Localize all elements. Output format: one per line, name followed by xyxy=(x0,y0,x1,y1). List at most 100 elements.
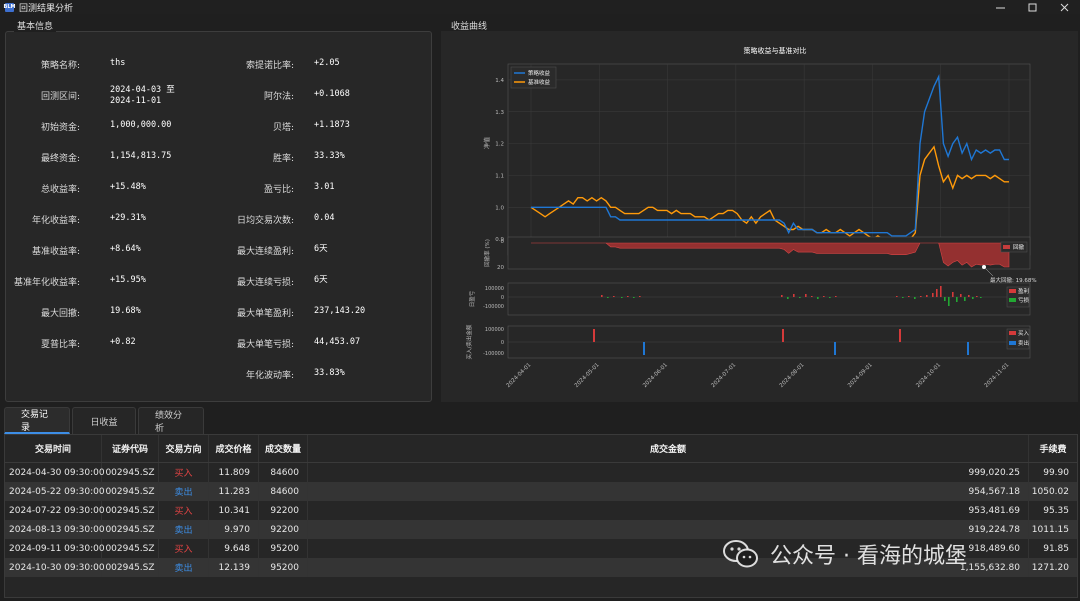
table-cell-amount: 1,155,632.80 xyxy=(308,558,1029,577)
profit-bar xyxy=(940,286,942,297)
table-cell-fee: 1271.20 xyxy=(1031,562,1069,573)
info-label: 回测区间: xyxy=(40,92,80,102)
y-tick-label: 1.0 xyxy=(495,205,504,211)
table-cell-dir: 卖出 xyxy=(159,558,209,577)
table-row[interactable]: 2024-09-11 09:30:00 002945.SZ 买入 9.648 95200… xyxy=(5,539,1077,558)
pnl-legend: 盈利 亏损 xyxy=(1006,286,1030,308)
info-value: +15.95% xyxy=(110,275,146,285)
table-row[interactable]: 2024-05-22 09:30:00 002945.SZ 卖出 11.283 8460… xyxy=(5,482,1077,501)
info-label: 最大单笔亏损: xyxy=(236,340,294,350)
table-cell-time: 2024-07-22 09:30:00 xyxy=(5,501,105,520)
col-code-header[interactable]: 证券代码 xyxy=(102,435,159,462)
col-price-header[interactable]: 成交价格 xyxy=(209,435,259,462)
table-cell-time: 2024-04-30 09:30:00 xyxy=(5,463,105,482)
col-qty-header[interactable]: 成交数量 xyxy=(259,435,308,462)
info-value: 237,143.20 xyxy=(314,306,366,316)
table-cell-price: 9.648 xyxy=(209,539,259,558)
table-header: 交易时间 证券代码 交易方向 成交价格 成交数量 成交金额 手续费 xyxy=(5,435,1077,463)
table-cell-time: 2024-05-22 09:30:00 xyxy=(5,482,105,501)
table-cell-amount: 999,020.25 xyxy=(308,463,1029,482)
info-label: 日均交易次数: xyxy=(236,216,294,226)
col-direction-header[interactable]: 交易方向 xyxy=(159,435,209,462)
close-button[interactable] xyxy=(1048,0,1080,14)
legend-buy: 买入 xyxy=(1018,329,1030,337)
info-label: 最终资金: xyxy=(40,154,80,164)
window-title: 回测结果分析 xyxy=(19,3,74,14)
info-label: 最大连续盈利: xyxy=(236,247,294,257)
table-row[interactable]: 2024-08-13 09:30:00 002945.SZ 卖出 9.970 92200… xyxy=(5,520,1077,539)
trades-table: 交易时间 证券代码 交易方向 成交价格 成交数量 成交金额 手续费 2024-04-30 0… xyxy=(4,434,1078,598)
tab-2[interactable]: 绩效分析 xyxy=(138,407,204,434)
table-cell-fee: 1050.02 xyxy=(1031,486,1069,497)
table-cell-price: 11.809 xyxy=(209,463,259,482)
info-value: +0.1068 xyxy=(314,89,350,99)
info-value-line2: 2024-11-01 xyxy=(110,96,162,106)
col-fee-header[interactable]: 手续费 xyxy=(1039,445,1067,455)
title-bar: BLM 回测结果分析 xyxy=(0,0,1080,14)
table-row[interactable]: 2024-07-22 09:30:00 002945.SZ 买入 10.341 9220… xyxy=(5,501,1077,520)
pnl-tick-zero: 0 xyxy=(501,295,504,301)
info-value: 19.68% xyxy=(110,306,141,316)
y-tick-label: 1.2 xyxy=(495,142,504,148)
legend-drawdown: 回撤 xyxy=(1013,243,1025,251)
drawdown-legend: 回撤 xyxy=(1000,241,1028,253)
legend-sell: 卖出 xyxy=(1018,339,1029,347)
profit-bar xyxy=(926,295,928,297)
y-tick-label: 1.1 xyxy=(495,173,504,179)
profit-bar xyxy=(627,296,629,297)
minimize-button[interactable] xyxy=(984,0,1016,14)
info-value: 2024-04-03 至 xyxy=(110,85,175,95)
basic-info-panel xyxy=(5,31,432,402)
trade-ylabel: 买入/卖出金额 xyxy=(465,324,473,359)
tab-0[interactable]: 交易记录 xyxy=(4,407,70,434)
loss-bar xyxy=(621,297,623,298)
loss-bar xyxy=(944,297,946,301)
col-amount-header[interactable]: 成交金额 xyxy=(308,435,1029,462)
profit-bar xyxy=(781,295,783,297)
main-plot-area xyxy=(507,63,1031,256)
maximize-button[interactable] xyxy=(1016,0,1048,14)
info-value: 3.01 xyxy=(314,182,335,192)
y-tick-label: 1.3 xyxy=(495,110,504,116)
legend-loss: 亏损 xyxy=(1018,296,1030,304)
y-tick-label: 0.9 xyxy=(495,237,504,243)
info-value: 1,000,000.00 xyxy=(110,120,172,130)
table-cell-code: 002945.SZ xyxy=(102,539,159,558)
table-cell-code: 002945.SZ xyxy=(102,463,159,482)
table-cell-time: 2024-08-13 09:30:00 xyxy=(5,520,105,539)
table-cell-amount: 919,224.78 xyxy=(308,520,1029,539)
table-row[interactable]: 2024-10-30 09:30:00 002945.SZ 卖出 12.139 9520… xyxy=(5,558,1077,577)
loss-bar xyxy=(902,297,904,298)
table-cell-code: 002945.SZ xyxy=(102,558,159,577)
close-icon xyxy=(1060,3,1068,11)
pnl-tick-bottom: -100000 xyxy=(483,304,504,310)
tab-1[interactable]: 日收益 xyxy=(72,407,136,434)
table-cell-qty: 92200 xyxy=(259,501,308,520)
table-cell-amount: 954,567.18 xyxy=(308,482,1029,501)
loss-bar xyxy=(633,297,635,298)
table-row[interactable]: 2024-04-30 09:30:00 002945.SZ 买入 11.809 8460… xyxy=(5,463,1077,482)
loss-bar xyxy=(914,297,916,299)
benchmark-line xyxy=(530,145,1009,244)
info-label: 贝塔: xyxy=(272,123,294,133)
table-cell-dir: 买入 xyxy=(159,539,209,558)
col-time-header[interactable]: 交易时间 xyxy=(5,435,102,462)
drawdown-tick-20: 20 xyxy=(497,265,504,271)
drawdown-tick-0: 0 xyxy=(501,239,505,245)
drawdown-area xyxy=(531,242,1010,268)
loss-bar xyxy=(799,297,801,298)
profit-bar xyxy=(639,296,641,297)
profit-bar xyxy=(952,292,954,297)
table-cell-code: 002945.SZ xyxy=(102,520,159,539)
minimize-icon xyxy=(995,7,1005,8)
basic-info-title: 基本信息 xyxy=(14,19,57,32)
info-label: 最大连续亏损: xyxy=(236,278,294,288)
profit-bar xyxy=(968,295,970,297)
profit-bar xyxy=(601,295,603,297)
main-legend: 策略收益 基准收益 xyxy=(510,66,557,89)
table-cell-qty: 95200 xyxy=(259,539,308,558)
profit-bar xyxy=(823,296,825,297)
table-cell-code: 002945.SZ xyxy=(102,501,159,520)
info-value: ths xyxy=(110,58,126,68)
table-cell-fee: 99.90 xyxy=(1043,467,1069,478)
